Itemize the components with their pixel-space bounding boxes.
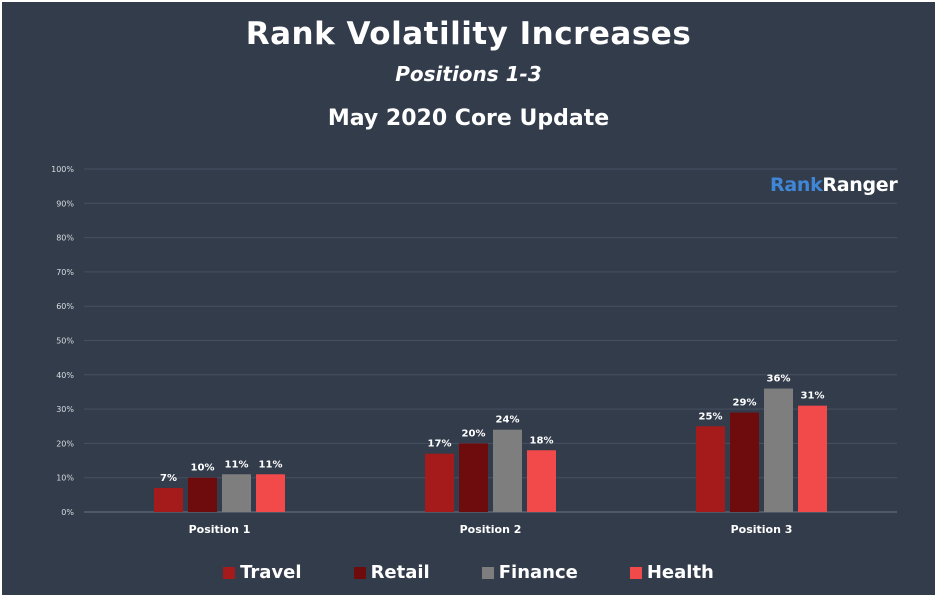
bar-health	[256, 474, 285, 512]
bar-finance	[764, 388, 793, 512]
bars: 7% 10% 11% 11% 17% 20% 24% 18% 25% 29% 36% 31%	[154, 374, 827, 512]
legend-label: Finance	[498, 562, 578, 583]
legend-item-health: Health	[629, 562, 714, 583]
data-label: 25%	[699, 411, 723, 422]
x-tick-label: Position 2	[460, 523, 522, 536]
data-label: 7%	[160, 473, 177, 484]
gridlines	[84, 168, 897, 513]
y-axis-ticks: 0% 10% 20% 30% 40% 50% 60% 70% 80% 90% 100%	[51, 165, 74, 517]
y-tick-label: 0%	[61, 508, 74, 517]
y-tick-label: 10%	[56, 474, 74, 483]
bar-retail	[188, 477, 217, 512]
y-tick-label: 90%	[56, 199, 74, 208]
x-tick-label: Position 3	[731, 523, 793, 536]
rankranger-logo: RankRanger	[770, 174, 898, 196]
bar-retail	[730, 412, 759, 512]
data-label: 31%	[801, 391, 825, 402]
legend-swatch	[629, 566, 642, 579]
legend-label: Health	[646, 562, 714, 583]
bar-travel	[154, 487, 183, 512]
data-label: 36%	[767, 374, 791, 385]
legend-swatch	[481, 566, 494, 579]
chart-title: Rank Volatility Increases	[245, 16, 692, 52]
data-label: 24%	[496, 415, 520, 426]
bar-finance	[493, 429, 522, 512]
y-tick-label: 50%	[56, 337, 74, 346]
y-tick-label: 60%	[56, 302, 74, 311]
y-tick-label: 30%	[56, 405, 74, 414]
x-axis-ticks: Position 1 Position 2 Position 3	[189, 523, 793, 536]
chart-subtitle: Positions 1-3	[395, 62, 542, 86]
bar-finance	[222, 474, 251, 512]
data-label: 11%	[225, 459, 249, 470]
y-tick-label: 20%	[56, 439, 74, 448]
chart-subtitle-secondary: May 2020 Core Update	[327, 106, 610, 131]
data-label: 29%	[733, 398, 757, 409]
legend-item-travel: Travel	[223, 562, 302, 583]
bar-health	[798, 405, 827, 512]
legend-swatch	[223, 566, 236, 579]
bar-travel	[696, 426, 725, 512]
bar-retail	[459, 443, 488, 512]
y-tick-label: 100%	[51, 165, 74, 174]
y-tick-label: 70%	[56, 268, 74, 277]
data-label: 11%	[259, 459, 283, 470]
data-label: 17%	[428, 439, 452, 450]
legend-label: Travel	[240, 562, 302, 583]
data-label: 10%	[191, 463, 215, 474]
bar-travel	[425, 453, 454, 512]
legend-item-finance: Finance	[481, 562, 578, 583]
data-label: 18%	[530, 435, 554, 446]
legend: Travel Retail Finance Health	[0, 562, 937, 583]
legend-swatch	[353, 566, 366, 579]
y-tick-label: 40%	[56, 371, 74, 380]
logo-part-ranger: Ranger	[822, 174, 898, 196]
bar-health	[527, 450, 556, 512]
logo-part-rank: Rank	[770, 174, 823, 196]
data-label: 20%	[462, 428, 486, 439]
y-tick-label: 80%	[56, 234, 74, 243]
legend-item-retail: Retail	[353, 562, 430, 583]
legend-label: Retail	[370, 562, 430, 583]
x-tick-label: Position 1	[189, 523, 251, 536]
